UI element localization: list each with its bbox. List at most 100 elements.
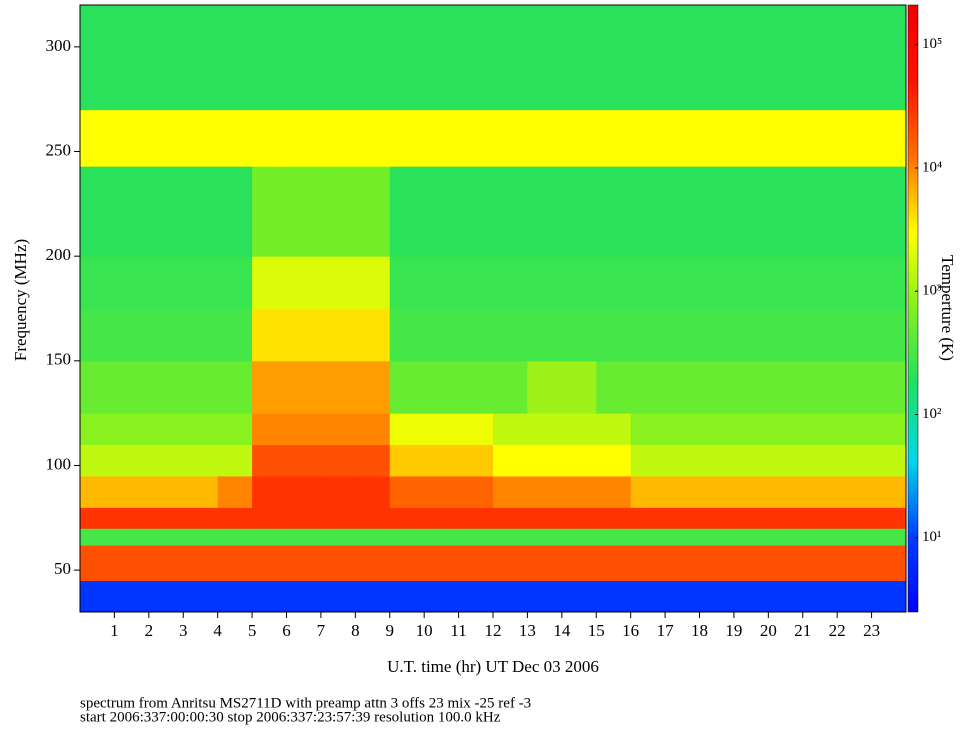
heat-cell	[389, 308, 425, 362]
heat-cell	[665, 109, 700, 167]
heat-cell	[527, 109, 563, 167]
heat-cell	[320, 413, 356, 446]
heat-cell	[148, 256, 184, 309]
heat-cell	[871, 528, 907, 546]
colorbar-tick-label: 10⁴	[922, 159, 942, 175]
heat-cell	[80, 580, 115, 613]
heat-cell	[217, 545, 253, 582]
heat-cell	[630, 5, 666, 111]
heat-cell	[148, 166, 184, 257]
heat-cell	[114, 507, 150, 529]
heat-cell	[733, 308, 769, 362]
heat-cell	[699, 507, 735, 529]
x-tick-label: 16	[622, 621, 639, 640]
heat-cell	[458, 109, 494, 167]
heat-cell	[665, 413, 700, 446]
heat-cell	[217, 109, 253, 167]
heat-cell	[458, 308, 494, 362]
heat-cell	[871, 256, 907, 309]
heat-cell	[699, 413, 735, 446]
heat-cell	[320, 360, 356, 414]
heat-cell	[355, 444, 391, 477]
x-tick-label: 6	[282, 621, 291, 640]
colorbar	[907, 4, 919, 613]
heat-cell	[493, 528, 528, 546]
heat-cell	[802, 545, 838, 582]
heat-cell	[217, 413, 253, 446]
x-tick-label: 5	[248, 621, 257, 640]
heat-cell	[596, 413, 632, 446]
heat-cell	[217, 580, 253, 613]
heat-cell	[424, 308, 460, 362]
heat-cell	[733, 109, 769, 167]
heat-cell	[596, 507, 632, 529]
x-tick-label: 7	[317, 621, 326, 640]
x-tick-label: 18	[691, 621, 708, 640]
heat-cell	[217, 166, 253, 257]
colorbar-tick-label: 10²	[922, 406, 942, 422]
heat-cell	[699, 580, 735, 613]
x-tick-label: 4	[213, 621, 222, 640]
heat-cell	[183, 109, 219, 167]
heat-cell	[527, 256, 563, 309]
heat-cell	[389, 444, 425, 477]
heat-cell	[355, 507, 391, 529]
heat-cell	[561, 444, 597, 477]
heat-cell	[733, 507, 769, 529]
heat-cell	[733, 475, 769, 508]
heat-cell	[217, 528, 253, 546]
heat-cell	[493, 5, 528, 111]
heat-cell	[424, 545, 460, 582]
heat-cell	[458, 256, 494, 309]
heat-cell	[389, 475, 425, 508]
heat-cell	[802, 166, 838, 257]
heat-cell	[561, 308, 597, 362]
heat-cell	[768, 507, 804, 529]
heat-cell	[320, 166, 356, 257]
heat-cell	[80, 545, 115, 582]
heat-cell	[183, 166, 219, 257]
heat-cell	[561, 109, 597, 167]
heat-cell	[320, 545, 356, 582]
heat-cell	[252, 413, 287, 446]
heat-cell	[148, 413, 184, 446]
heat-cell	[802, 475, 838, 508]
heat-cell	[802, 256, 838, 309]
heat-cell	[837, 109, 873, 167]
heat-cell	[252, 545, 287, 582]
heat-cell	[733, 413, 769, 446]
x-tick-label: 15	[588, 621, 605, 640]
heat-cell	[252, 528, 287, 546]
heat-cell	[355, 580, 391, 613]
heat-cell	[768, 413, 804, 446]
heat-cell	[355, 5, 391, 111]
heat-cell	[527, 444, 563, 477]
heat-cell	[768, 475, 804, 508]
heat-cell	[871, 507, 907, 529]
heat-cell	[493, 475, 528, 508]
heat-cell	[183, 528, 219, 546]
heat-cell	[733, 5, 769, 111]
heat-cell	[424, 413, 460, 446]
x-tick-label: 1	[110, 621, 119, 640]
heat-cell	[114, 5, 150, 111]
heat-cell	[252, 475, 287, 508]
y-tick-label: 50	[54, 559, 71, 578]
heat-cell	[286, 444, 322, 477]
heat-cell	[114, 109, 150, 167]
heat-cell	[837, 5, 873, 111]
heat-cell	[252, 580, 287, 613]
heat-cell	[183, 580, 219, 613]
heat-cell	[252, 360, 287, 414]
heat-cell	[148, 475, 184, 508]
heat-cell	[389, 109, 425, 167]
heat-cell	[561, 360, 597, 414]
heat-cell	[837, 256, 873, 309]
x-tick-label: 17	[657, 621, 675, 640]
heat-cell	[630, 109, 666, 167]
heat-cell	[561, 413, 597, 446]
heat-cell	[527, 528, 563, 546]
heat-cell	[802, 109, 838, 167]
heat-cell	[217, 507, 253, 529]
heat-cell	[114, 528, 150, 546]
